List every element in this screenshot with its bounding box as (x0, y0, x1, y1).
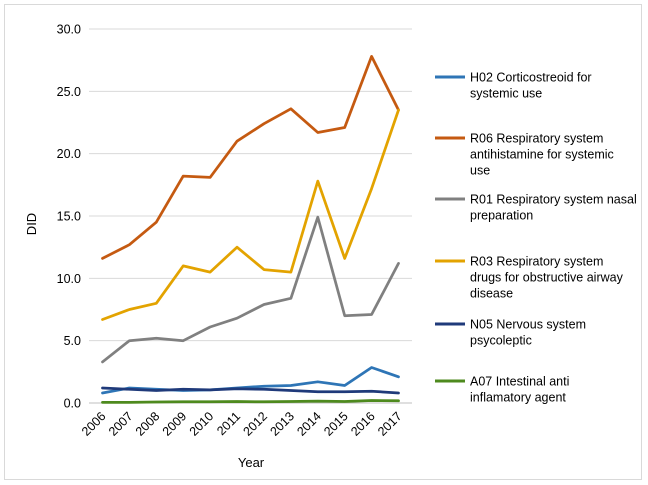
chart-area: 0.0 5.0 10.0 15.0 20.0 25.0 30.0 2006 2007 2008 2… (4, 4, 642, 480)
legend-label: inflamatory agent (470, 391, 566, 405)
x-tick-label: 2014 (294, 409, 324, 439)
series-line (101, 215, 400, 364)
x-tick-label: 2012 (241, 409, 271, 439)
line-chart: 0.05.010.015.020.025.030.0 2006200720082… (24, 23, 637, 471)
y-tick-label: 25.0 (57, 85, 81, 99)
y-tick-label: 5.0 (64, 334, 81, 348)
legend-label: N05 Nervous system (470, 318, 586, 332)
y-tick-label: 15.0 (57, 210, 81, 224)
legend-entry: A07 Intestinal anti inflamatory agent (435, 375, 569, 405)
x-axis-title: Year (238, 455, 265, 470)
legend: H02 Corticostreoid for systemic use R06 Re… (435, 71, 637, 405)
series-line (101, 386, 400, 395)
x-tick-label: 2009 (160, 409, 190, 439)
x-tick-label: 2013 (267, 409, 297, 439)
gridlines (89, 28, 412, 404)
y-tick-label: 30.0 (57, 23, 81, 37)
legend-label: preparation (470, 209, 533, 223)
y-tick-label: 10.0 (57, 272, 81, 286)
legend-entry: H02 Corticostreoid for systemic use (435, 71, 592, 101)
y-axis-tick-labels: 0.0 5.0 10.0 15.0 20.0 25.0 30.0 (57, 23, 81, 411)
y-axis-title: DID (24, 213, 39, 235)
legend-label: R03 Respiratory system (470, 255, 603, 269)
legend-label: disease (470, 287, 513, 301)
y-tick-label: 0.0 (64, 397, 81, 411)
legend-entry: R06 Respiratory system antihistamine for … (435, 132, 614, 178)
legend-label: R06 Respiratory system (470, 132, 603, 146)
legend-label: A07 Intestinal anti (470, 375, 569, 389)
x-tick-label: 2017 (375, 409, 405, 439)
legend-entry: N05 Nervous system psycoleptic (435, 318, 586, 348)
x-tick-label: 2011 (214, 409, 243, 438)
legend-label: use (470, 164, 490, 178)
series-lines (101, 55, 400, 404)
legend-label: psycoleptic (470, 334, 532, 348)
x-axis-tick-labels: 2006200720082009201020112012201320142015… (79, 409, 405, 439)
legend-label: H02 Corticostreoid for (470, 71, 592, 85)
x-tick-label: 2016 (348, 409, 378, 439)
legend-label: antihistamine for systemic (470, 148, 614, 162)
legend-label: systemic use (470, 87, 542, 101)
x-tick-label: 2007 (106, 409, 136, 439)
legend-label: drugs for obstructive airway (470, 271, 624, 285)
series-line (101, 108, 400, 321)
legend-entry: R03 Respiratory system drugs for obstruct… (435, 255, 624, 301)
series-line (101, 399, 400, 404)
y-tick-label: 20.0 (57, 147, 81, 161)
x-tick-label: 2015 (321, 409, 351, 439)
x-tick-label: 2008 (133, 409, 163, 439)
legend-label: R01 Respiratory system nasal (470, 193, 637, 207)
x-tick-label: 2006 (79, 409, 109, 439)
legend-entry: R01 Respiratory system nasal preparation (435, 193, 637, 223)
x-tick-label: 2010 (187, 409, 217, 439)
series-line (101, 55, 400, 260)
